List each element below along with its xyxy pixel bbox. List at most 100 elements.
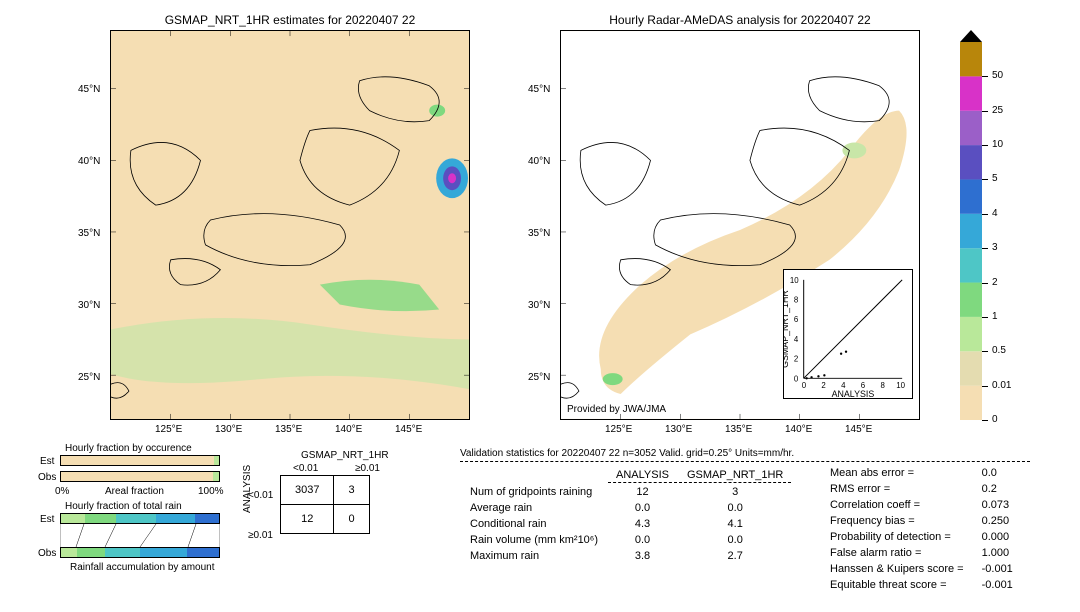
svg-text:10: 10 — [896, 381, 905, 390]
stat-label: Equitable threat score = — [822, 578, 972, 592]
cont-row1: ≥0.01 — [248, 530, 273, 541]
val-cell: 0.0 — [608, 533, 677, 547]
colorbar-tick: 25 — [992, 105, 1003, 116]
rmap-xtick: 130°E — [665, 424, 692, 435]
colorbar-tick: 3 — [992, 242, 998, 253]
rmap-ytick: 30°N — [528, 300, 550, 311]
val-label: Rain volume (mm km²10⁶) — [462, 533, 606, 547]
stat-label: RMS error = — [822, 482, 972, 496]
rmap-xtick: 140°E — [785, 424, 812, 435]
hfo-100pct: 100% — [198, 486, 224, 497]
lmap-xtick: 145°E — [395, 424, 422, 435]
val-cell: 0.0 — [608, 501, 677, 515]
stat-val: 0.250 — [974, 514, 1021, 528]
val-col1: GSMAP_NRT_1HR — [679, 468, 791, 483]
stat-val: 0.2 — [974, 482, 1021, 496]
hfo-obs-label: Obs — [38, 472, 56, 483]
contingency-table: 30373 120 — [280, 475, 370, 534]
stat-label: Mean abs error = — [822, 466, 972, 480]
stat-label: Correlation coeff = — [822, 498, 972, 512]
colorbar-tick: 50 — [992, 70, 1003, 81]
svg-text:0: 0 — [802, 381, 807, 390]
hft-est-bar — [60, 513, 220, 524]
stat-val: 0.0 — [974, 466, 1021, 480]
colorbar — [960, 30, 982, 420]
svg-text:2: 2 — [794, 355, 798, 364]
val-cell: 0.0 — [679, 533, 791, 547]
hfo-title: Hourly fraction by occurence — [65, 443, 192, 454]
cont-col1: ≥0.01 — [355, 463, 380, 474]
hft-title: Hourly fraction of total rain — [65, 501, 182, 512]
val-cell: 4.1 — [679, 517, 791, 531]
hft-connectors — [60, 524, 220, 547]
val-cell: 3.8 — [608, 549, 677, 563]
cont-row-header: ANALYSIS — [242, 465, 253, 513]
val-cell: 2.7 — [679, 549, 791, 563]
left-map-title: GSMAP_NRT_1HR estimates for 20220407 22 — [110, 13, 470, 27]
stat-val: 1.000 — [974, 546, 1021, 560]
val-cell: 4.3 — [608, 517, 677, 531]
svg-text:10: 10 — [790, 276, 799, 285]
inset-ylabel: GSMAP_NRT_1HR — [784, 290, 790, 368]
stat-label: False alarm ratio = — [822, 546, 972, 560]
validation-table: ANALYSISGSMAP_NRT_1HR Num of gridpoints … — [460, 466, 793, 565]
val-cell: 12 — [608, 485, 677, 499]
inset-scatter: 0246810 0246810 ANALYSIS GSMAP_NRT_1HR — [783, 269, 913, 399]
lmap-ytick: 25°N — [78, 372, 100, 383]
cont-cell: 0 — [334, 505, 369, 534]
val-col0: ANALYSIS — [608, 468, 677, 483]
lmap-xtick: 140°E — [335, 424, 362, 435]
cont-col0: <0.01 — [293, 463, 318, 474]
rmap-ytick: 45°N — [528, 84, 550, 95]
svg-text:8: 8 — [880, 381, 885, 390]
rmap-ytick: 40°N — [528, 156, 550, 167]
lmap-ytick: 45°N — [78, 84, 100, 95]
right-map: 0246810 0246810 ANALYSIS GSMAP_NRT_1HR P… — [560, 30, 920, 420]
colorbar-tick: 0 — [992, 414, 998, 425]
rmap-ytick: 35°N — [528, 228, 550, 239]
inset-xlabel: ANALYSIS — [832, 389, 875, 398]
hfo-obs-bar — [60, 471, 220, 482]
rmap-xtick: 125°E — [605, 424, 632, 435]
hfo-0pct: 0% — [55, 486, 69, 497]
svg-text:6: 6 — [794, 315, 799, 324]
hft-bottom: Rainfall accumulation by amount — [70, 562, 215, 573]
val-label: Conditional rain — [462, 517, 606, 531]
colorbar-tick: 10 — [992, 139, 1003, 150]
hft-est-label: Est — [40, 514, 54, 525]
attribution: Provided by JWA/JMA — [567, 404, 666, 415]
hft-obs-bar — [60, 547, 220, 558]
rmap-xtick: 135°E — [725, 424, 752, 435]
cont-col-header: GSMAP_NRT_1HR — [301, 450, 389, 461]
val-cell: 0.0 — [679, 501, 791, 515]
colorbar-tick: 5 — [992, 173, 998, 184]
svg-text:2: 2 — [821, 381, 825, 390]
cont-cell: 12 — [281, 505, 334, 534]
hfo-mid: Areal fraction — [105, 486, 164, 497]
lmap-xtick: 125°E — [155, 424, 182, 435]
stat-val: 0.000 — [974, 530, 1021, 544]
cont-row0: <0.01 — [248, 490, 273, 501]
hfo-est-label: Est — [40, 456, 54, 467]
rmap-ytick: 25°N — [528, 372, 550, 383]
stat-val: 0.073 — [974, 498, 1021, 512]
hft-obs-label: Obs — [38, 548, 56, 559]
lmap-xtick: 130°E — [215, 424, 242, 435]
figure-container: GSMAP_NRT_1HR estimates for 20220407 22 — [0, 0, 1080, 612]
stat-val: -0.001 — [974, 578, 1021, 592]
right-map-title: Hourly Radar-AMeDAS analysis for 2022040… — [560, 13, 920, 27]
lmap-ytick: 30°N — [78, 300, 100, 311]
left-map — [110, 30, 470, 420]
left-map-svg — [111, 31, 469, 419]
stat-label: Hanssen & Kuipers score = — [822, 562, 972, 576]
val-label: Average rain — [462, 501, 606, 515]
colorbar-tick: 2 — [992, 277, 998, 288]
validation-title: Validation statistics for 20220407 22 n=… — [460, 448, 1030, 462]
stats-right: Mean abs error =0.0RMS error =0.2Correla… — [820, 464, 1023, 594]
colorbar-tick: 0.01 — [992, 380, 1011, 391]
val-label: Maximum rain — [462, 549, 606, 563]
hfo-est-bar — [60, 455, 220, 466]
cont-cell: 3 — [334, 476, 369, 505]
colorbar-tick: 0.5 — [992, 345, 1006, 356]
lmap-xtick: 135°E — [275, 424, 302, 435]
